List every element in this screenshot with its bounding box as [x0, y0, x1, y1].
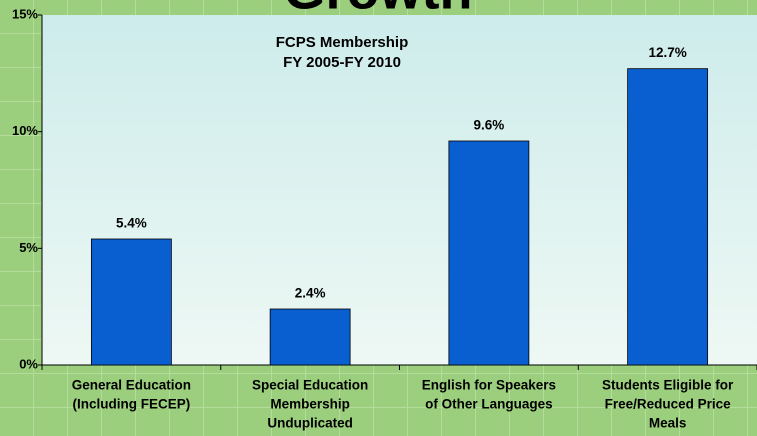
y-tick-label: 15%: [12, 6, 38, 21]
x-tick-label: Students Eligible for: [602, 378, 734, 393]
bar: [627, 68, 709, 366]
x-tick-label: English for Speakers: [422, 378, 556, 393]
bar: [448, 140, 530, 366]
x-tick-label: (Including FECEP): [73, 397, 191, 412]
chart-subtitle: FCPS Membership: [276, 34, 409, 51]
x-tick-label: Special Education: [252, 378, 368, 393]
x-tick-label: Free/Reduced Price: [605, 397, 732, 412]
value-label: 5.4%: [116, 216, 147, 231]
x-tick-label: Unduplicated: [267, 416, 353, 431]
value-label: 2.4%: [295, 286, 326, 301]
y-tick-label: 0%: [19, 356, 38, 371]
x-tick-label: Membership: [270, 397, 350, 412]
y-tick-label: 5%: [19, 240, 38, 255]
bar: [269, 308, 351, 366]
x-tick-label: General Education: [72, 378, 191, 393]
value-label: 12.7%: [648, 45, 686, 60]
x-tick-label: Meals: [649, 416, 687, 431]
value-label: 9.6%: [473, 118, 504, 133]
x-tick-label: of Other Languages: [425, 397, 553, 412]
y-tick-label: 10%: [12, 123, 38, 138]
chart-subtitle: FY 2005-FY 2010: [283, 54, 401, 71]
bar: [90, 238, 172, 366]
